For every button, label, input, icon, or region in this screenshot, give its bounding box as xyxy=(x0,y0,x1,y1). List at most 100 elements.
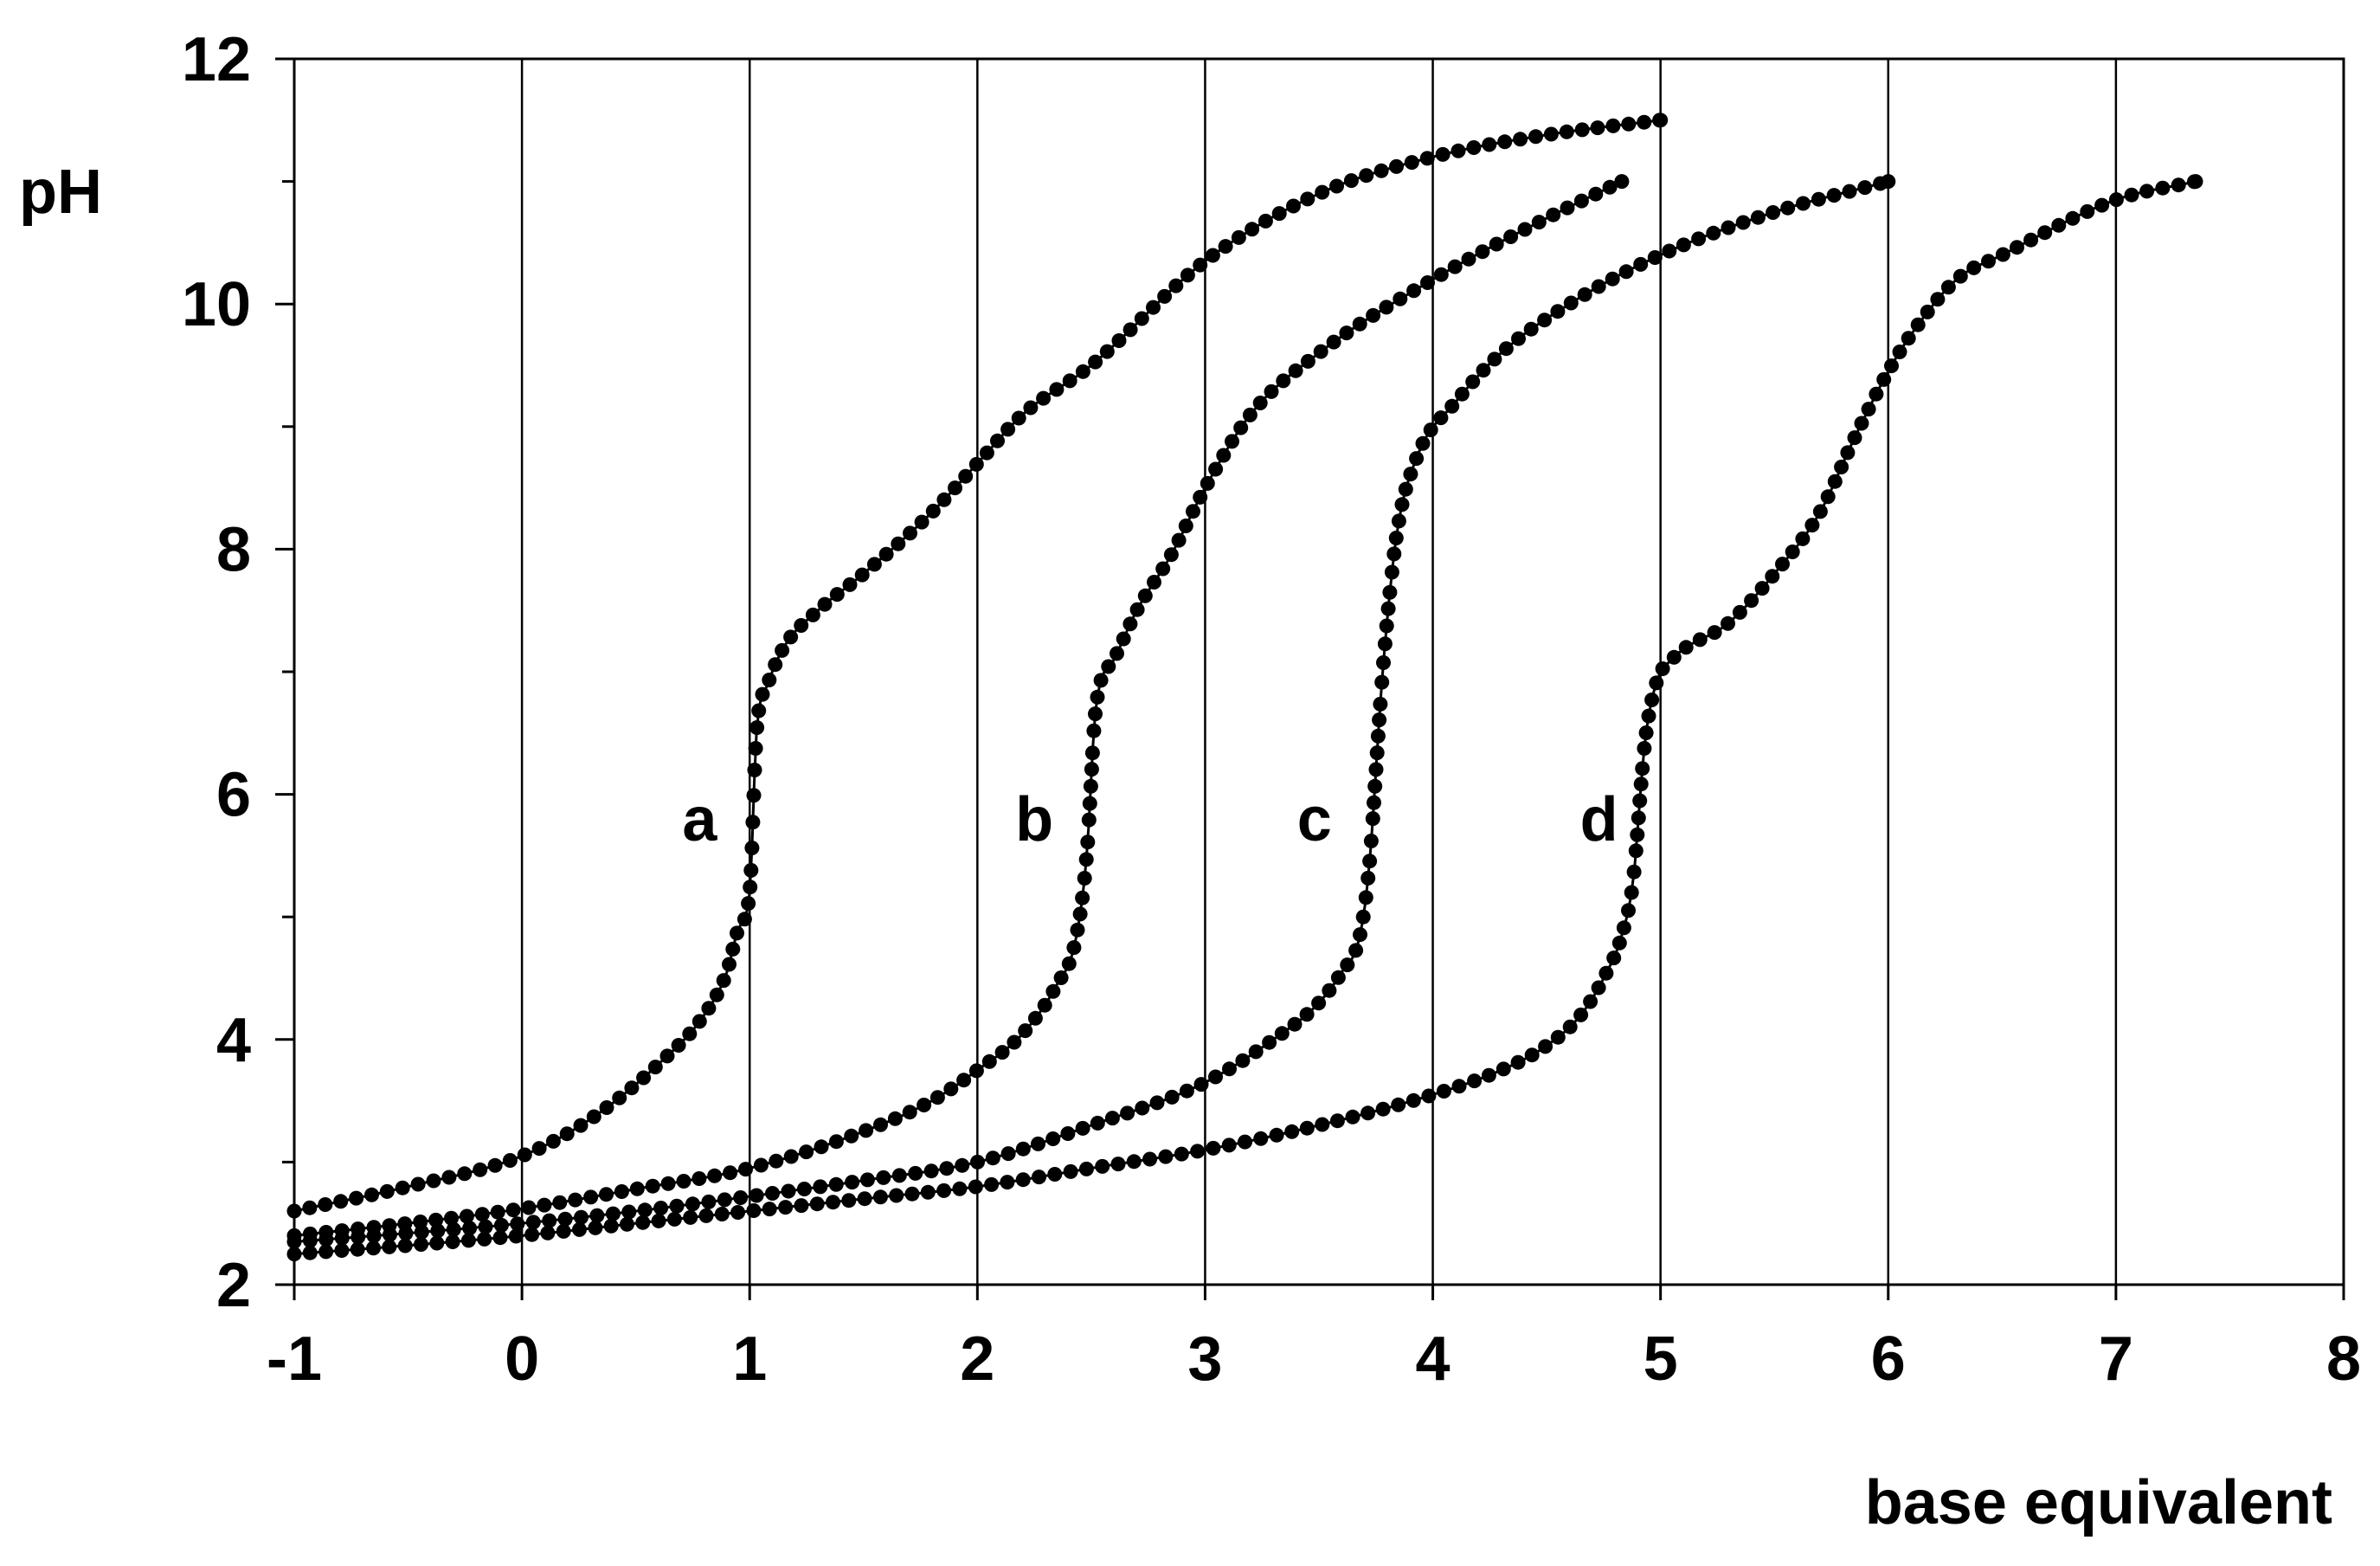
data-point xyxy=(1088,706,1103,722)
data-point xyxy=(1920,304,1935,319)
data-point xyxy=(1940,280,1956,295)
grid-lines xyxy=(520,59,2118,1285)
data-point xyxy=(1901,331,1916,346)
data-point xyxy=(1300,353,1315,369)
data-point xyxy=(828,1176,844,1192)
data-point xyxy=(817,596,833,612)
data-point xyxy=(844,1128,859,1144)
data-point xyxy=(350,1241,365,1257)
data-point xyxy=(958,468,974,484)
data-point xyxy=(1086,723,1102,738)
data-point xyxy=(943,1081,959,1097)
data-point xyxy=(716,973,731,989)
data-point xyxy=(1075,890,1090,905)
data-point xyxy=(970,1154,985,1170)
data-point xyxy=(876,1170,891,1185)
data-point xyxy=(745,815,761,830)
data-point xyxy=(768,657,783,673)
data-point xyxy=(1315,184,1330,200)
data-point xyxy=(1116,631,1131,647)
data-point xyxy=(748,741,763,756)
data-point xyxy=(1367,795,1381,810)
y-tick-label: 12 xyxy=(182,25,251,94)
data-point xyxy=(1104,1111,1120,1126)
data-point xyxy=(621,1204,637,1220)
data-point xyxy=(521,1200,537,1215)
data-point xyxy=(1083,778,1098,794)
data-point xyxy=(1288,363,1303,378)
data-point xyxy=(1134,311,1149,326)
data-point xyxy=(1262,1034,1277,1050)
data-point xyxy=(1084,762,1099,777)
data-point xyxy=(445,1234,460,1249)
data-point xyxy=(1447,259,1463,274)
data-point xyxy=(923,1163,939,1179)
data-point xyxy=(1330,970,1346,985)
data-point xyxy=(1358,890,1373,905)
data-point xyxy=(994,1045,1010,1060)
data-point xyxy=(1084,745,1100,761)
data-point xyxy=(1274,1026,1290,1041)
data-point xyxy=(599,1100,614,1115)
data-point xyxy=(1329,178,1344,194)
data-point xyxy=(1163,547,1179,563)
data-point xyxy=(1869,386,1884,402)
data-point xyxy=(2155,180,2171,196)
data-point xyxy=(1180,267,1195,283)
data-point xyxy=(1271,206,1287,222)
data-point xyxy=(1481,1067,1496,1083)
data-point xyxy=(765,1186,780,1201)
data-point xyxy=(1269,1127,1284,1143)
data-point xyxy=(1444,398,1460,414)
data-point xyxy=(1142,1151,1158,1167)
y-tick-label: 2 xyxy=(216,1251,251,1320)
data-point xyxy=(1811,191,1826,207)
data-point xyxy=(1286,198,1301,214)
data-point xyxy=(1721,220,1736,235)
data-point xyxy=(1062,373,1077,389)
data-point xyxy=(1373,163,1389,178)
data-point xyxy=(1345,1109,1360,1125)
data-point xyxy=(952,1181,968,1196)
data-point xyxy=(286,1203,302,1219)
data-point xyxy=(1193,1077,1209,1092)
data-point xyxy=(1834,460,1849,474)
data-point xyxy=(612,1090,627,1105)
data-point xyxy=(799,1144,814,1160)
data-point xyxy=(637,1202,653,1218)
data-point xyxy=(1287,1016,1303,1032)
data-point xyxy=(769,1153,784,1169)
data-point xyxy=(1618,264,1634,280)
data-point xyxy=(302,1200,318,1215)
data-point xyxy=(741,896,756,912)
data-point xyxy=(457,1166,473,1182)
data-point xyxy=(1621,903,1636,918)
data-point xyxy=(568,1192,583,1208)
data-point xyxy=(1216,448,1232,463)
data-point xyxy=(1605,118,1621,133)
data-point xyxy=(1590,120,1605,136)
data-point xyxy=(398,1226,414,1241)
data-point xyxy=(1233,420,1249,435)
data-point xyxy=(1881,174,1896,190)
data-point xyxy=(542,1213,557,1228)
data-point xyxy=(1221,1137,1237,1153)
data-point xyxy=(1511,331,1526,346)
data-point xyxy=(318,1232,334,1247)
series-b: b xyxy=(286,174,1630,1243)
data-point xyxy=(1190,1144,1206,1159)
data-point xyxy=(1126,1154,1142,1170)
data-point xyxy=(794,1198,809,1214)
data-point xyxy=(525,1215,541,1230)
data-point xyxy=(1078,1161,1094,1176)
data-point xyxy=(493,1217,509,1233)
data-point xyxy=(1090,1115,1105,1131)
data-point xyxy=(426,1173,441,1189)
data-point xyxy=(660,1176,676,1191)
data-point xyxy=(725,941,741,957)
data-point xyxy=(531,1141,547,1157)
data-point xyxy=(701,1194,717,1209)
data-point xyxy=(1820,489,1836,505)
data-point xyxy=(1633,777,1649,792)
data-point xyxy=(1090,689,1105,705)
